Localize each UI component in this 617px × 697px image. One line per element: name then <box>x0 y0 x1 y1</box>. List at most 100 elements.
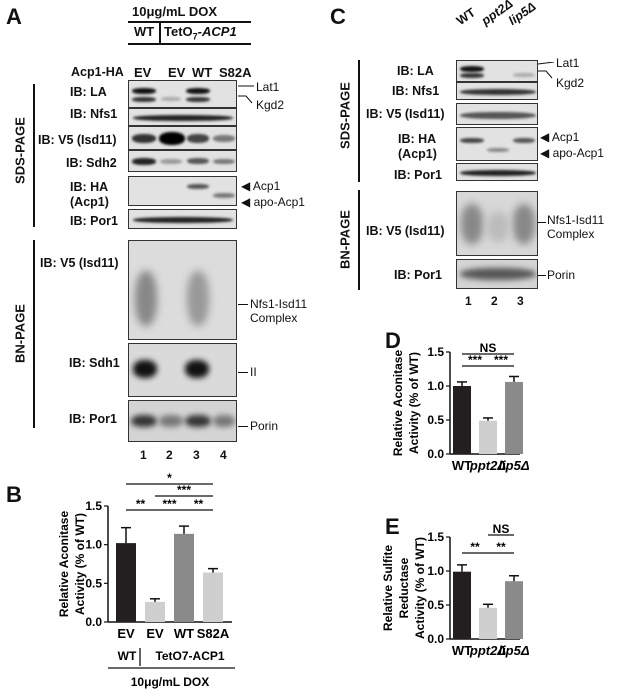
lane-number: 3 <box>517 294 524 308</box>
bar <box>453 571 471 639</box>
x-tick-label: ppt2Δ <box>469 458 506 473</box>
y-axis-label: Relative Aconitase <box>57 511 71 618</box>
bar <box>203 572 223 622</box>
group-line <box>128 43 251 45</box>
bar <box>453 386 471 454</box>
y-tick-label: 1.5 <box>427 530 444 544</box>
blot-label: IB: Por1 <box>394 168 442 182</box>
lane-number: 1 <box>140 448 147 462</box>
condition-label: 10μg/mL DOX <box>131 675 209 689</box>
x-tick-label: WT <box>452 643 472 658</box>
blot-label: IB: Nfs1 <box>392 84 440 98</box>
teto-group-label: TetO7-ACP1 <box>164 24 237 42</box>
arrowhead-icon: ◀ <box>241 195 251 209</box>
lane-number: 2 <box>491 294 498 308</box>
lane-number: 4 <box>220 448 227 462</box>
blot-image-c-bn-por1 <box>456 259 538 289</box>
sds-bracket-a <box>33 84 35 227</box>
lane-top-label: S82A <box>219 65 252 80</box>
arrowhead-icon: ◀ <box>241 179 251 193</box>
blot-label: IB: Por1 <box>70 214 118 228</box>
bar <box>174 533 194 622</box>
right-label: Nfs1-Isd11 <box>547 213 605 227</box>
right-label: Kgd2 <box>256 98 285 112</box>
panel-label-b: B <box>6 482 22 507</box>
panel-label-c: C <box>330 4 346 29</box>
y-tick-label: 0.0 <box>85 615 102 629</box>
significance-label: *** <box>468 353 482 367</box>
lane-top-label: WT <box>453 5 478 28</box>
significance-label: *** <box>162 497 176 511</box>
right-label: II <box>250 365 257 379</box>
y-axis-label: Activity (% of WT) <box>407 352 421 454</box>
significance-label: ** <box>194 497 204 511</box>
construct-label: Acp1-HA <box>71 65 124 79</box>
sds-page-label-a: SDS-PAGE <box>12 117 28 184</box>
blot-image-por1 <box>128 209 237 229</box>
chart-b: 0.0 0.5 1.0 1.5 Relative Aconitase Activity (… <box>57 471 235 689</box>
y-tick-label: 1.0 <box>427 379 444 393</box>
label-connector <box>238 85 254 104</box>
sds-bracket-c <box>358 60 360 182</box>
y-axis-label: Relative Aconitase <box>391 350 405 457</box>
y-tick-label: 0.5 <box>85 576 102 590</box>
blot-image-v5 <box>128 126 237 150</box>
blot-label: IB: LA <box>397 64 434 78</box>
tick-mark <box>238 304 248 305</box>
y-tick-label: 0.5 <box>427 413 444 427</box>
blot-image-c-la <box>456 60 538 82</box>
right-label: Kgd2 <box>556 76 585 90</box>
lane-number: 3 <box>193 448 200 462</box>
tick-mark <box>238 426 248 427</box>
y-axis-label: Activity (% of WT) <box>73 513 87 615</box>
sds-page-label-c: SDS-PAGE <box>337 82 353 149</box>
significance-label: *** <box>177 483 191 497</box>
blot-label: (Acp1) <box>70 195 109 209</box>
bar <box>116 543 136 622</box>
panel-label-a: A <box>6 4 22 29</box>
y-tick-label: 1.5 <box>427 345 444 359</box>
group-divider <box>159 23 161 43</box>
bar <box>145 601 165 622</box>
bar <box>479 420 497 454</box>
blot-image-bn-por1 <box>128 400 237 442</box>
dox-label-a: 10μg/mL DOX <box>132 4 218 19</box>
right-label: ◀ apo-Acp1 <box>540 146 604 160</box>
tick-mark <box>238 372 248 373</box>
significance-label: ** <box>496 540 506 554</box>
bn-page-label-c: BN-PAGE <box>337 210 353 269</box>
arrowhead-icon: ◀ <box>540 130 550 144</box>
bar <box>479 607 497 639</box>
x-tick-label: S82A <box>197 626 230 641</box>
significance-label: NS <box>480 341 497 355</box>
significance-label: NS <box>493 522 510 536</box>
blot-image-c-por1 <box>456 163 538 181</box>
blot-label: IB: LA <box>70 85 107 99</box>
blot-image-ha <box>128 176 237 206</box>
y-axis-label: Relative Sulfite <box>381 545 395 631</box>
blot-image-bn-v5 <box>128 240 237 340</box>
chart-d: 0.0 0.5 1.0 1.5 Relative Aconitase Activity (… <box>391 341 530 473</box>
dox-line <box>128 21 251 23</box>
y-tick-label: 0.0 <box>427 447 444 461</box>
blot-image-c-bn-v5 <box>456 191 538 256</box>
blot-label: IB: V5 (Isd11) <box>366 107 445 121</box>
significance-label: ** <box>136 497 146 511</box>
arrowhead-icon: ◀ <box>540 146 550 160</box>
chart-e: 0.0 0.5 1.0 1.5 Relative Sulfite Reductase Act… <box>381 522 530 658</box>
lane-number: 1 <box>465 294 472 308</box>
tick-mark <box>538 222 546 223</box>
blot-label: IB: Sdh2 <box>66 156 117 170</box>
panel-label-d: D <box>385 328 401 353</box>
blot-image-c-nfs1 <box>456 82 538 100</box>
group-label: WT <box>118 649 137 663</box>
significance-label: ** <box>470 540 480 554</box>
right-label: Lat1 <box>556 56 580 70</box>
y-tick-label: 1.0 <box>85 538 102 552</box>
bn-page-label-a: BN-PAGE <box>12 304 28 363</box>
blot-image-c-ha <box>456 127 538 161</box>
lane-number: 2 <box>166 448 173 462</box>
blot-label: IB: V5 (Isd11) <box>366 224 445 238</box>
blot-image-sdh2 <box>128 150 237 172</box>
blot-image-nfs1 <box>128 108 237 126</box>
